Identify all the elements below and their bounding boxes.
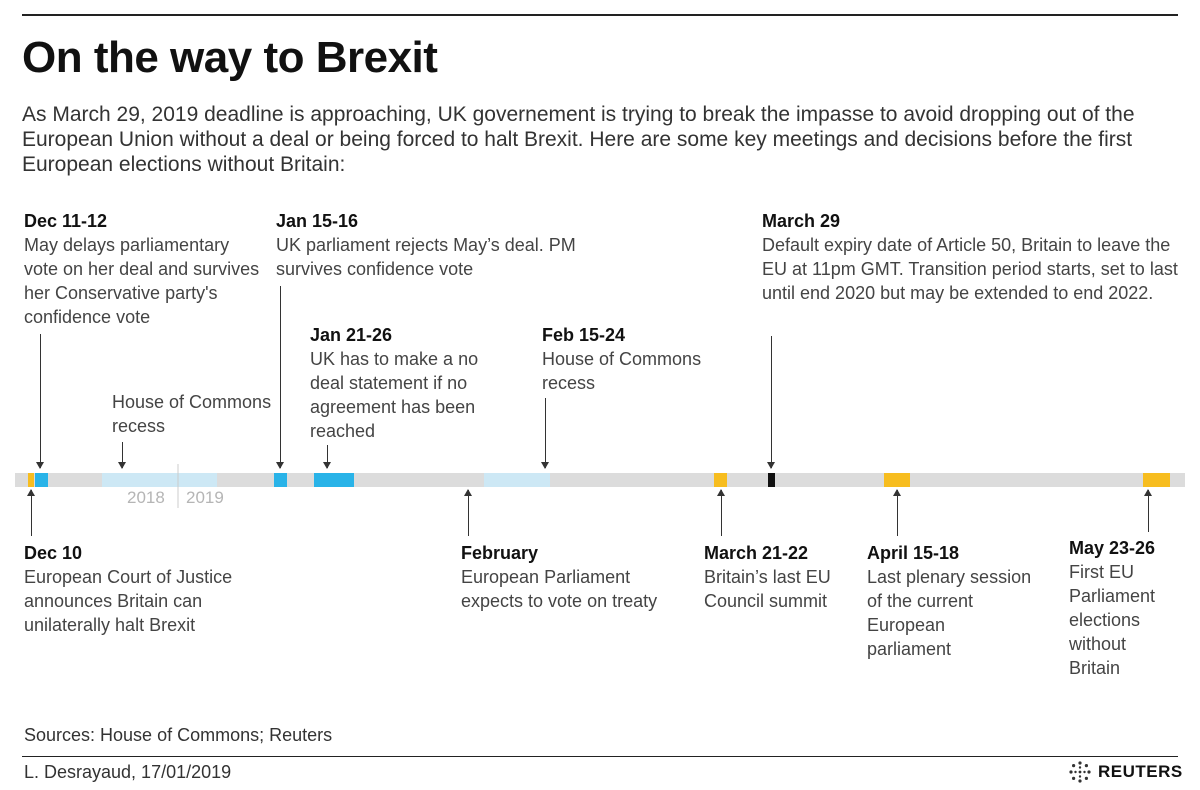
arrow-dec-10 (27, 489, 35, 536)
arrow-march-29 (767, 336, 775, 469)
event-date: Dec 10 (24, 543, 83, 563)
event-march-29: March 29 Default expiry date of Article … (762, 209, 1182, 305)
timeline (15, 464, 1185, 508)
event-feb-15-24: Feb 15-24 House of Commons recess (542, 323, 732, 395)
event-april-15-18: April 15-18 Last plenary session of the … (867, 541, 1032, 661)
arrow-may-23-26 (1144, 489, 1152, 532)
segment-march-29 (768, 473, 775, 487)
top-rule (22, 14, 1178, 16)
segment-may-23-26 (1143, 473, 1170, 487)
event-description: May delays parliamentary vote on her dea… (24, 235, 260, 327)
event-date: Jan 21-26 (310, 325, 393, 345)
event-jan-21-26: Jan 21-26 UK has to make a no deal state… (310, 323, 510, 443)
event-description: First EU Parliament elections without Br… (1069, 562, 1156, 678)
event-description: Britain’s last EU Council summit (704, 567, 831, 611)
page-title: On the way to Brexit (22, 33, 438, 82)
reuters-logo-icon (1069, 761, 1091, 783)
arrow-april-15-18 (893, 489, 901, 536)
year-2019-label: 2019 (186, 488, 224, 507)
arrow-recess-dec (118, 442, 126, 469)
segment-dec-11-12 (35, 473, 48, 487)
event-description: European Parliament expects to vote on t… (461, 567, 658, 611)
sources-note: Sources: House of Commons; Reuters (24, 725, 333, 745)
event-date: April 15-18 (867, 543, 960, 563)
year-2018-label: 2018 (127, 488, 165, 507)
event-description: Default expiry date of Article 50, Brita… (762, 235, 1178, 303)
arrow-jan-15-16 (276, 286, 284, 469)
event-date: May 23-26 (1069, 538, 1156, 558)
segment-recess-feb (484, 473, 550, 487)
event-description: House of Commons recess (542, 349, 702, 393)
event-date: March 29 (762, 211, 841, 231)
event-description: UK parliament rejects May’s deal. PM sur… (276, 235, 576, 279)
arrow-dec-11-12 (36, 334, 44, 469)
segment-recess-dec (102, 473, 217, 487)
event-date: Jan 15-16 (276, 211, 359, 231)
segment-jan-15-16 (274, 473, 287, 487)
reuters-wordmark: REUTERS (1098, 762, 1183, 781)
arrow-march-21-22 (717, 489, 725, 536)
subtitle: As March 29, 2019 deadline is approachin… (22, 103, 1135, 176)
recess-label: House of Commons recess (112, 392, 272, 436)
event-dec-11-12: Dec 11-12 May delays parliamentary vote … (24, 209, 264, 329)
event-jan-15-16: Jan 15-16 UK parliament rejects May’s de… (276, 209, 576, 281)
segment-jan-21-26 (314, 473, 354, 487)
event-february: February European Parliament expects to … (461, 541, 691, 613)
event-march-21-22: March 21-22 Britain’s last EU Council su… (704, 541, 854, 613)
arrow-feb-15-24 (541, 398, 549, 469)
arrow-jan-21-26 (323, 445, 331, 469)
credit-line: L. Desrayaud, 17/01/2019 (24, 762, 232, 782)
event-description: UK has to make a no deal statement if no… (310, 349, 479, 441)
event-description: Last plenary session of the current Euro… (867, 567, 1032, 659)
event-dec-10: Dec 10 European Court of Justice announc… (24, 541, 274, 637)
event-date: March 21-22 (704, 543, 809, 563)
segment-march-21-22 (714, 473, 727, 487)
arrow-february (464, 489, 472, 536)
event-date: Dec 11-12 (24, 211, 108, 231)
footer-rule (22, 756, 1178, 757)
event-may-23-26: May 23-26 First EU Parliament elections … (1069, 536, 1179, 680)
event-date: Feb 15-24 (542, 325, 626, 345)
segment-dec-10 (28, 473, 34, 487)
segment-april-15-18 (884, 473, 910, 487)
event-description: European Court of Justice announces Brit… (24, 567, 233, 635)
event-date: February (461, 543, 539, 563)
reuters-logo: REUTERS (1068, 760, 1183, 784)
